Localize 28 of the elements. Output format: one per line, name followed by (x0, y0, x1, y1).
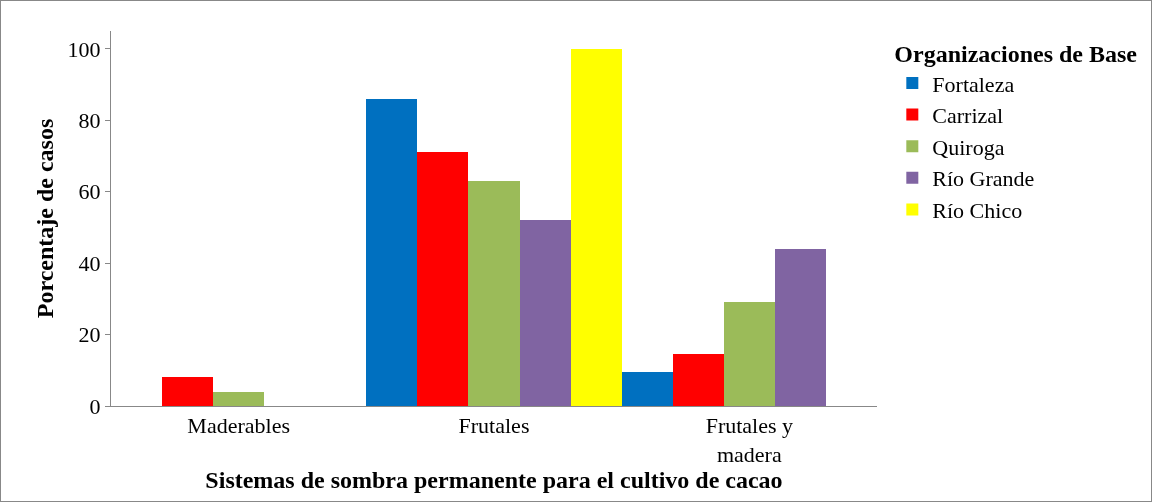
legend-label: Fortaleza (932, 71, 1015, 97)
x-tick-label: Frutales (458, 413, 530, 439)
y-tick-label: 100 (67, 36, 101, 62)
y-axis-title: Porcentaje de casos (32, 118, 58, 319)
bar (366, 99, 417, 406)
legend-label: Carrizal (932, 103, 1004, 129)
y-tick-label: 40 (78, 250, 101, 276)
legend-title: Organizaciones de Base (894, 41, 1138, 68)
bar (571, 49, 622, 406)
bar (775, 249, 826, 406)
y-tick-label: 80 (78, 107, 101, 133)
x-tick-label: Frutales y madera (705, 413, 794, 467)
legend-label: Quiroga (932, 134, 1005, 160)
bar (213, 392, 264, 406)
x-tick-label: Maderables (187, 413, 290, 439)
bar (162, 377, 213, 406)
y-tick-label: 20 (78, 322, 101, 348)
bar (724, 302, 775, 406)
x-axis-title: Sistemas de sombra permanente para el cultivo de cacao (205, 467, 783, 494)
bar (622, 372, 673, 406)
legend-label: Río Grande (932, 166, 1035, 192)
bar (673, 354, 724, 406)
y-tick-label: 60 (78, 179, 101, 205)
y-tick-label: 0 (89, 393, 101, 419)
bar (520, 220, 571, 406)
bar (468, 181, 520, 406)
legend-label: Río Chico (932, 197, 1023, 223)
bar (417, 152, 468, 406)
